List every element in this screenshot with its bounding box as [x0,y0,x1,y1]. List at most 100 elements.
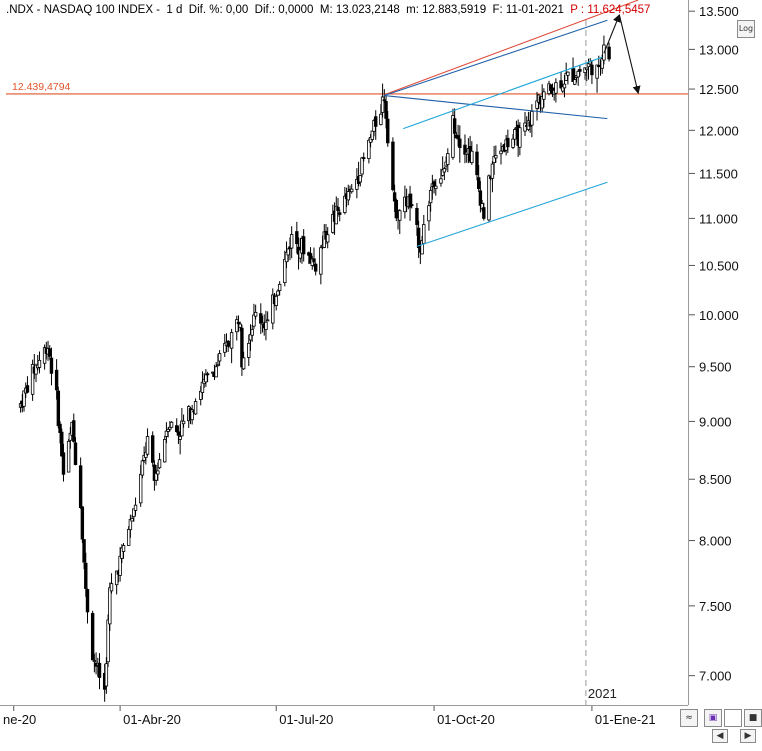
candle-body [140,460,145,476]
candle-body [90,613,95,661]
candle-body [384,101,388,119]
candle-body [229,332,234,349]
square-fill-icon[interactable]: ■ [744,709,762,727]
candle-body [163,439,167,463]
candle-body [379,113,383,125]
price-chart[interactable]: 2021 12.439,4794 [0,0,688,705]
candle-body [133,504,138,511]
y-tick-label: 13.000 [699,42,739,57]
candle-body [130,518,134,522]
date-value: F: 11-01-2021 [492,4,564,16]
candle-body [22,390,26,407]
candle-body [286,248,290,256]
x-axis-panel: ne-20 01-Abr-20 01-Jul-20 01-Oct-20 01-Ene-2… [0,705,688,746]
y-tick-label: 11.000 [699,211,738,226]
candle-body [97,662,102,678]
candle-body [73,442,78,465]
candle-body [513,129,517,140]
candle-body [108,587,112,625]
candle-body [85,589,90,613]
candle-body [82,539,86,563]
candle-body [566,71,570,76]
candle-body [350,188,354,193]
candle-body [360,157,364,175]
candle-body [274,295,278,306]
y-tick-label: 9.500 [699,360,732,375]
arrow-left-icon[interactable]: ◀ [712,729,728,743]
blank-box-button[interactable] [724,709,742,727]
candle-body [92,660,97,663]
candle-body [392,192,397,202]
candle-body [277,283,282,291]
candle-body [346,191,350,201]
x-tick-label: 01-Oct-20 [437,712,495,727]
x-tick-label: 01-Jul-20 [279,712,333,727]
candle-body [607,46,611,60]
candle-body [145,436,150,455]
floppy-icon[interactable]: ▣ [704,709,722,727]
candle-body [166,428,170,432]
candle-body [326,234,330,243]
candle-body [156,470,160,475]
y-tick-label: 7.000 [699,669,732,684]
candle-body [214,366,218,378]
y-tick-label: 9.000 [699,414,732,429]
candle-body [410,204,414,206]
candle-body [238,323,242,328]
log-toggle-button[interactable]: Log [737,20,755,38]
candle-body [276,290,280,296]
candle-body [66,440,71,473]
y-tick-label: 10.500 [699,258,739,273]
max-value: M: 13.023,2148 [319,4,400,16]
candle-body [265,319,270,322]
candle-body [48,348,52,357]
y-tick-label: 10.000 [699,308,739,323]
candle-body [157,459,162,469]
candle-body [30,364,35,395]
arrow-right-icon[interactable]: ▶ [740,729,756,743]
candle-body [394,199,399,219]
candle-body [121,545,126,552]
candle-body [205,373,210,376]
candle-body [109,583,114,592]
candle-body [518,127,522,148]
symbol-title: .NDX - NASDAQ 100 INDEX - [6,4,161,16]
candle-body [452,118,457,134]
candle-body [72,420,76,442]
y-tick-label: 8.500 [699,472,732,487]
candle-body [490,163,495,179]
horizontal-level-label: 12.439,4794 [12,81,71,93]
candle-body [319,247,323,275]
x-axis-svg: ne-20 01-Abr-20 01-Jul-20 01-Oct-20 01-Ene-2… [3,706,656,727]
candle-body [374,116,378,127]
candle-body [562,83,567,89]
price-value: P : 11.624,5457 [570,4,651,16]
y-tick-label: 12.500 [699,82,739,97]
candle-body [470,150,474,164]
y-tick-label: 12.000 [699,123,739,138]
candle-body [180,420,184,437]
candle-body [301,236,306,255]
candle-body [422,224,426,244]
y-tick-label: 7.500 [699,599,732,614]
candle-body [168,426,172,430]
candle-body [434,185,438,189]
candle-body [427,205,431,222]
x-tick-label: 01-Abr-20 [123,712,181,727]
period: 1 d [166,4,183,16]
candle-body [573,79,577,85]
candle-body [204,374,208,383]
candle-body [370,130,375,140]
candle-body [476,177,481,189]
candle-body [25,385,30,393]
candle-body [506,137,510,148]
candle-body [216,364,220,367]
wave-zoom-icon[interactable]: ≈ [680,709,698,727]
price-chart-svg: 2021 12.439,4794 [6,0,688,705]
candle-body [176,431,181,436]
candle-body [252,314,256,327]
dif: Dif.: 0,0000 [254,4,314,16]
candle-body [106,619,110,663]
candle-body [380,96,385,113]
candle-body [511,138,515,148]
